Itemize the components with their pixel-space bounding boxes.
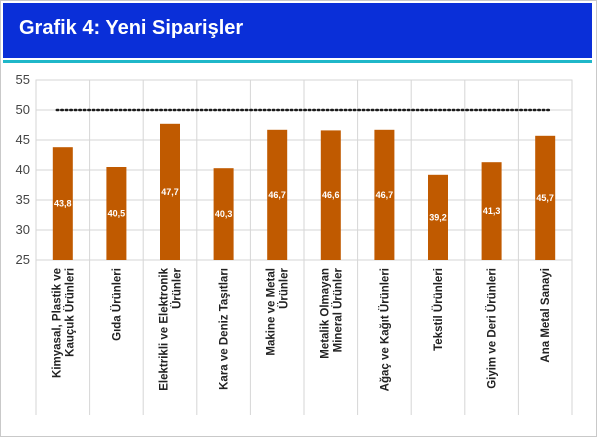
x-tick-label: Ağaç ve Kağıt Ürünleri (378, 268, 391, 391)
bar (160, 123, 180, 260)
bar (106, 167, 127, 260)
y-tick-label: 55 (16, 72, 30, 87)
data-label: 43,8 (54, 199, 72, 209)
x-tick-label-line: Ağaç ve Kağıt Ürünleri (378, 268, 391, 391)
x-tick-label-line: Ürünler (171, 267, 184, 308)
bar (213, 168, 234, 260)
data-label: 47,7 (161, 187, 179, 197)
x-tick-label: Metalik Olmayan Mineral Ürünler (319, 267, 344, 358)
x-tick-label: Tekstil Ürünleri (432, 268, 445, 351)
y-tick-label: 45 (16, 132, 30, 147)
accent-line (3, 60, 592, 63)
x-tick-label-line: Kara ve Deniz Taşıtları (219, 268, 231, 390)
x-tick-label-line: Tekstil Ürünleri (432, 268, 445, 351)
bar (428, 174, 448, 260)
y-tick-label: 40 (16, 162, 30, 177)
bar (481, 162, 502, 260)
data-label: 40,3 (215, 209, 233, 219)
bar (320, 130, 341, 260)
bar (374, 129, 395, 260)
x-tick-label-line: Gıda Ürünleri (110, 268, 123, 341)
y-tick-label: 25 (16, 252, 30, 267)
x-tick-label: Giyim ve Deri Ürünleri (486, 268, 499, 389)
bar (535, 135, 556, 260)
data-label: 41,3 (483, 206, 501, 216)
x-tick-label-line: Makine ve Metal (266, 268, 278, 356)
y-tick-label: 50 (16, 102, 30, 117)
chart-heading: Grafik 4: Yeni Siparişler (19, 17, 244, 39)
x-tick-label-line: Giyim ve Deri Ürünleri (486, 268, 499, 389)
x-tick-label: Elektrikli ve Elektronik Ürünler (159, 267, 184, 390)
x-tick-label: Gıda Ürünleri (110, 268, 123, 341)
x-tick-label-line: Ana Metal Sanayi (540, 268, 552, 363)
data-label: 46,6 (322, 190, 340, 200)
header-bar: Grafik 4: Yeni Siparişler (3, 3, 592, 58)
bar (52, 147, 73, 260)
data-label: 39,2 (429, 212, 447, 222)
data-label: 45,7 (536, 193, 554, 203)
x-tick-label: Ana Metal Sanayi (540, 268, 552, 363)
x-tick-label: Makine ve Metal Ürünler (266, 267, 291, 355)
x-tick-label-line: Mineral Ürünler (331, 267, 344, 352)
data-label: 46,7 (268, 190, 286, 200)
data-label: 40,5 (108, 209, 126, 219)
y-tick-label: 35 (16, 192, 30, 207)
data-label: 46,7 (376, 190, 394, 200)
x-tick-label-line: Elektrikli ve Elektronik (159, 267, 171, 390)
x-tick-label-line: Ürünler (278, 267, 291, 308)
x-tick-label: Kimyasal, Plastik ve Kauçuk Ürünleri (51, 268, 76, 378)
bar (267, 129, 288, 260)
x-tick-label-line: Kauçuk Ürünleri (63, 268, 76, 357)
x-tick-label: Kara ve Deniz Taşıtları (219, 268, 231, 390)
y-tick-label: 30 (16, 222, 30, 237)
x-tick-label-line: Kimyasal, Plastik ve (51, 268, 63, 378)
x-tick-label-line: Metalik Olmayan (319, 268, 331, 359)
